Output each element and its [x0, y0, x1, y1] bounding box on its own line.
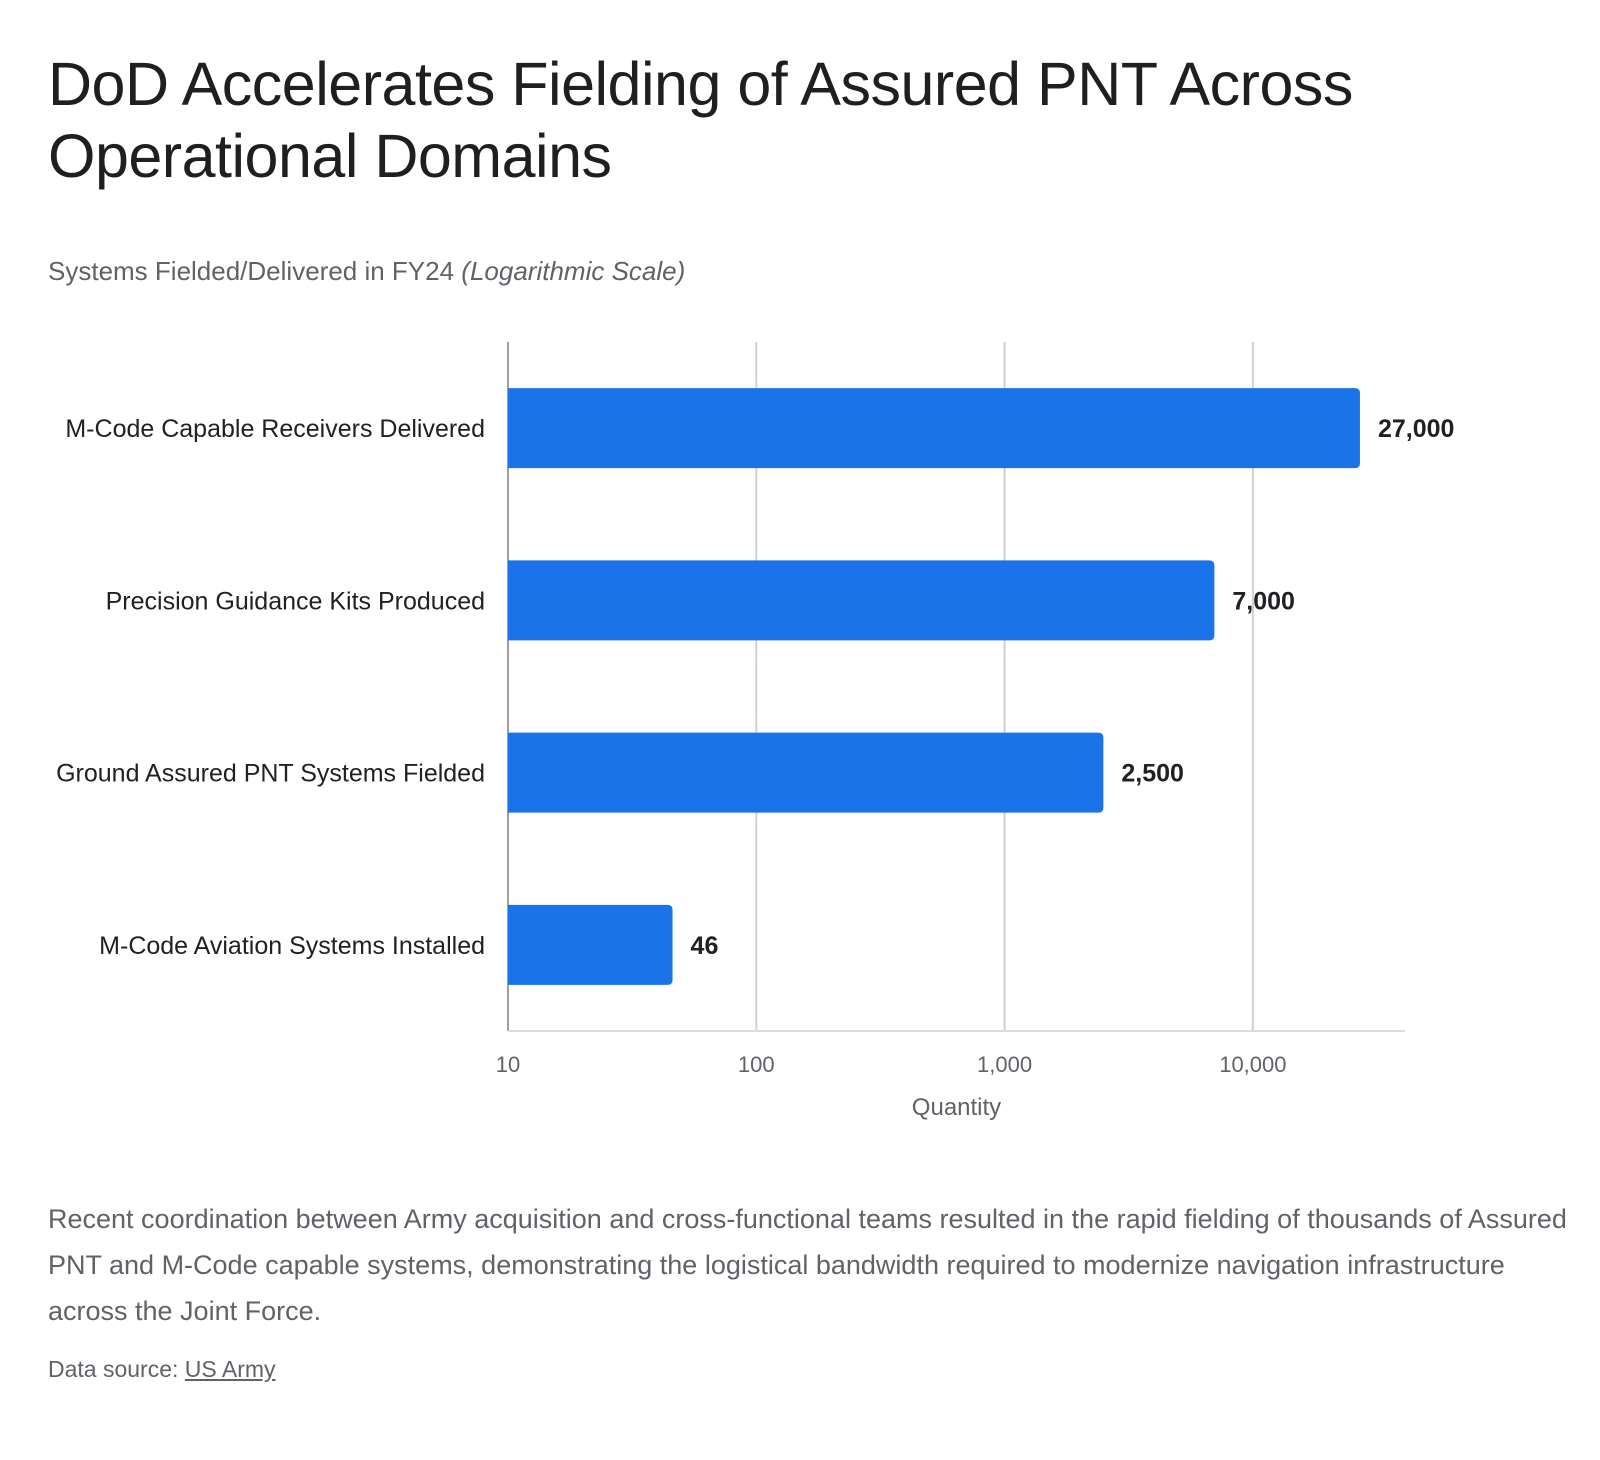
chart-title: DoD Accelerates Fielding of Assured PNT …	[48, 50, 1353, 190]
chart-subtitle: Systems Fielded/Delivered in FY24 (Logar…	[48, 255, 685, 287]
bar-2[interactable]	[508, 560, 1215, 641]
data-source: Data source: US Army	[48, 1354, 276, 1384]
category-label-3: Ground Assured PNT Systems Fielded	[56, 760, 485, 788]
category-label-1: M-Code Capable Receivers Delivered	[65, 415, 485, 443]
value-label-2: 7,000	[1232, 587, 1295, 615]
x-tick-label-1,000: 1,000	[977, 1052, 1032, 1077]
category-label-4: M-Code Aviation Systems Installed	[99, 932, 485, 960]
subtitle-text: Systems Fielded/Delivered in FY24	[48, 256, 455, 286]
value-label-1: 27,000	[1378, 415, 1454, 443]
subtitle-scale-note: (Logarithmic Scale)	[461, 256, 686, 286]
data-source-link[interactable]: US Army	[184, 1356, 276, 1382]
value-label-3: 2,500	[1121, 760, 1184, 788]
value-label-4: 46	[691, 932, 719, 960]
x-tick-label-10: 10	[496, 1052, 520, 1077]
x-tick-label-100: 100	[738, 1052, 775, 1077]
x-tick-label-10,000: 10,000	[1219, 1052, 1286, 1077]
bar-4[interactable]	[508, 904, 673, 985]
category-label-2: Precision Guidance Kits Produced	[106, 587, 485, 615]
chart-caption: Recent coordination between Army acquisi…	[48, 1204, 1567, 1326]
data-source-label: Data source:	[48, 1356, 179, 1382]
bar-chart: 10 100 1,000 10,000 Quantity M-Code Capable R…	[56, 342, 1454, 1121]
bar-3[interactable]	[508, 732, 1104, 813]
bar-1[interactable]	[508, 388, 1360, 469]
x-axis-title: Quantity	[912, 1094, 1001, 1121]
